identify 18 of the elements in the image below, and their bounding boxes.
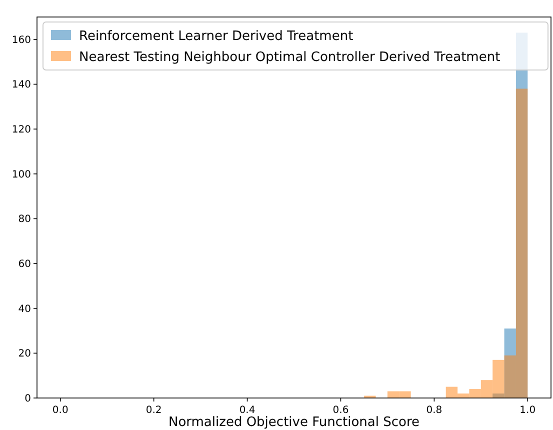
legend-label: Nearest Testing Neighbour Optimal Controller Derived Treatment [79, 50, 500, 65]
x-tick-label: 0.4 [239, 405, 256, 416]
y-tick-label: 100 [12, 169, 31, 180]
y-tick-label: 140 [12, 80, 31, 91]
x-tick-label: 0.0 [52, 405, 68, 416]
x-tick-label: 0.6 [332, 405, 349, 416]
x-tick-label: 1.0 [520, 405, 536, 416]
y-tick-label: 120 [12, 124, 31, 136]
legend-label: Reinforcement Learner Derived Treatment [79, 29, 354, 44]
y-tick-label: 20 [18, 348, 31, 360]
y-tick-label: 0 [24, 394, 31, 404]
y-tick-label: 60 [18, 259, 31, 270]
y-tick-label: 40 [18, 304, 31, 315]
x-axis-title: Normalized Objective Functional Score [168, 415, 420, 430]
y-tick-label: 80 [18, 214, 31, 226]
x-tick-label: 0.8 [426, 405, 442, 416]
y-tick-label: 160 [12, 34, 31, 46]
x-tick-label: 0.2 [146, 405, 162, 416]
